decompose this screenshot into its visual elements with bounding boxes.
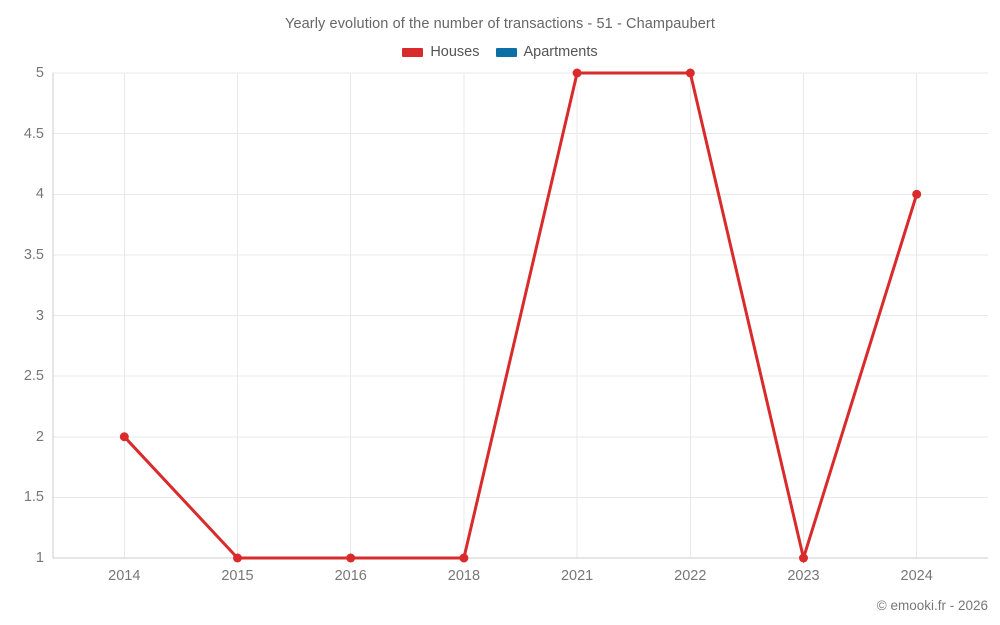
data-point[interactable] [233,553,243,563]
data-point[interactable] [912,189,922,199]
x-axis-tick: 2016 [334,568,367,584]
chart-legend: Houses Apartments [0,45,1000,60]
data-point[interactable] [572,68,582,78]
data-point[interactable] [685,68,695,78]
x-axis-tick: 2018 [447,568,481,584]
x-axis-tick-labels: 2014 2015 2016 2018 2021 2022 2023 2024 [0,568,1000,592]
x-axis-tick: 2014 [108,568,141,584]
plot-svg [52,68,988,564]
y-axis-tick: 3 [35,307,44,324]
y-axis-tick: 2.5 [23,368,44,385]
x-axis-tick: 2015 [221,568,254,584]
series-line-houses [123,71,919,564]
data-point[interactable] [459,553,469,563]
y-axis-tick: 2 [35,428,44,445]
plot-area [52,68,988,564]
x-axis-tick: 2024 [900,568,933,584]
data-point[interactable] [798,553,808,563]
data-point[interactable] [346,553,356,563]
data-point[interactable] [119,432,129,442]
legend-swatch-houses [402,47,424,57]
y-axis-tick: 5 [35,65,44,81]
x-axis-tick: 2021 [560,568,594,584]
y-axis-tick-labels: 1 1.5 2 2.5 3 3.5 4 4.5 5 [0,0,44,625]
chart-credit: © emooki.fr - 2026 [876,598,988,613]
x-axis-tick: 2023 [787,568,820,584]
legend-label-apartments: Apartments [523,44,598,60]
y-axis-tick: 1 [35,550,44,566]
x-axis-tick: 2022 [674,568,707,584]
series-houses [119,68,922,564]
chart-title: Yearly evolution of the number of transa… [285,16,715,32]
y-axis-tick: 4.5 [23,125,44,142]
legend-label-houses: Houses [430,44,480,60]
y-axis-tick: 1.5 [23,489,44,506]
legend-item-apartments[interactable]: Apartments [495,44,598,60]
legend-swatch-apartments [495,47,517,57]
legend-item-houses[interactable]: Houses [402,44,480,60]
y-axis-tick: 4 [35,186,44,203]
y-axis-tick: 3.5 [23,246,44,263]
